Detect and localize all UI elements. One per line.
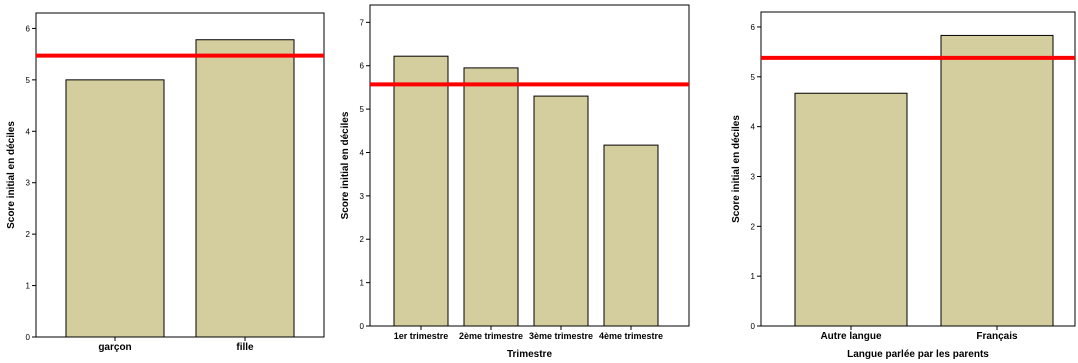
y-tick-label: 4 xyxy=(26,127,31,136)
y-axis-label: Score initial en déciles xyxy=(731,115,742,223)
x-tick-label: 2ème trimestre xyxy=(459,331,523,341)
y-tick-label: 6 xyxy=(751,23,756,32)
x-tick-label: garçon xyxy=(98,342,131,353)
y-axis-label: Score initial en déciles xyxy=(340,111,351,219)
x-tick-label: fille xyxy=(236,342,254,353)
y-tick-label: 5 xyxy=(26,76,31,85)
x-axis-label: Langue parlée par les parents xyxy=(847,349,989,360)
bar-chart-3: 0 1 2 3 4 5 6 Autre langue Français Score initial… xyxy=(731,11,1076,360)
y-tick-label: 0 xyxy=(360,322,365,331)
y-tick-label: 2 xyxy=(26,230,31,239)
y-tick-label: 0 xyxy=(26,333,31,342)
y-tick-label: 3 xyxy=(751,172,756,181)
bar-chart-2: 0 1 2 3 4 5 6 7 1er trimestre 2ème trimestre 3ème … xyxy=(340,4,690,360)
y-tick-label: 1 xyxy=(26,282,31,291)
bar xyxy=(393,55,449,327)
y-tick-label: 3 xyxy=(360,192,365,201)
y-tick-label: 6 xyxy=(360,62,365,71)
bar xyxy=(533,95,589,327)
x-tick-label: 4ème trimestre xyxy=(599,331,663,341)
bar xyxy=(794,92,908,327)
x-tick-label: Français xyxy=(976,331,1018,342)
y-tick-label: 4 xyxy=(751,123,756,132)
bar xyxy=(940,34,1054,327)
bar-chart-1: 0 1 2 3 4 5 6 garçon fille Score initial en décil… xyxy=(6,12,325,353)
bar xyxy=(603,144,659,327)
y-tick-label: 2 xyxy=(360,235,365,244)
y-tick-label: 7 xyxy=(360,18,365,27)
y-tick-label: 1 xyxy=(360,279,365,288)
y-tick-label: 1 xyxy=(751,272,756,281)
x-axis-label: Trimestre xyxy=(507,349,552,360)
x-tick-label: Autre langue xyxy=(820,331,882,342)
y-tick-label: 5 xyxy=(360,105,365,114)
x-tick-label: 1er trimestre xyxy=(394,331,449,341)
bar xyxy=(65,79,165,338)
bar xyxy=(195,39,295,338)
x-tick-label: 3ème trimestre xyxy=(529,331,593,341)
y-tick-label: 0 xyxy=(751,322,756,331)
y-tick-label: 4 xyxy=(360,148,365,157)
bar xyxy=(463,67,519,327)
y-tick-label: 5 xyxy=(751,73,756,82)
y-tick-label: 6 xyxy=(26,24,31,33)
y-tick-label: 3 xyxy=(26,179,31,188)
y-axis-label: Score initial en déciles xyxy=(6,121,17,229)
y-tick-label: 2 xyxy=(751,222,756,231)
